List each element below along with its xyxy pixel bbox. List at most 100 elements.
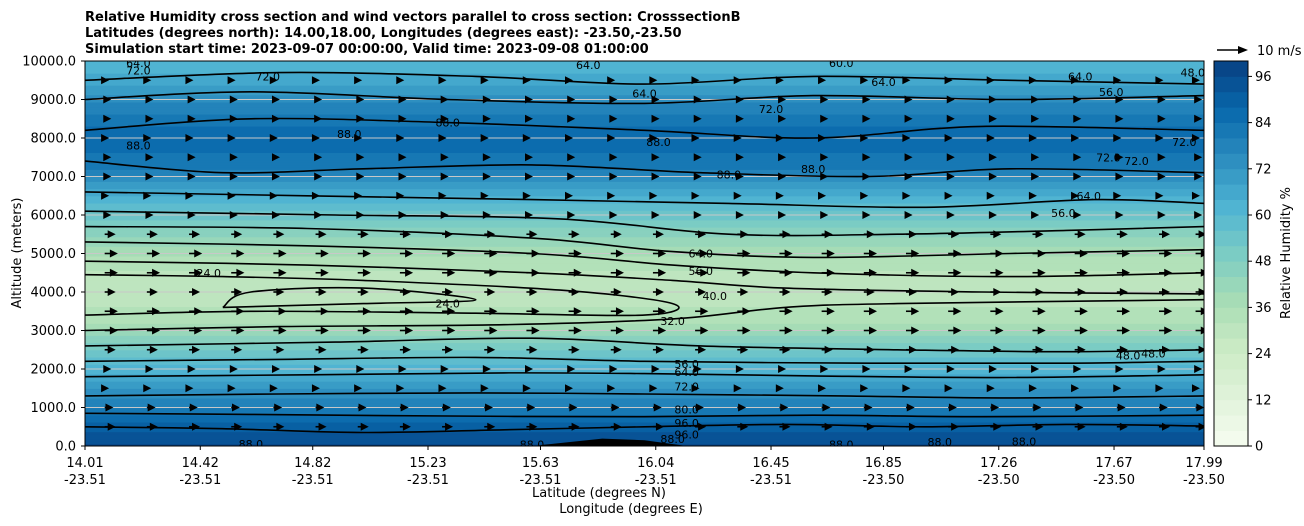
wind-vector-head — [356, 95, 365, 104]
wind-vector — [905, 268, 920, 277]
wind-vector-head — [820, 211, 829, 219]
wind-vector-head — [398, 365, 407, 373]
wind-vector — [271, 153, 280, 162]
rh-fill-band — [85, 140, 1204, 144]
wind-vector-head — [438, 384, 447, 393]
rh-fill-band — [85, 299, 1204, 303]
colorbar-segment — [1214, 292, 1248, 308]
wind-vector-head — [869, 326, 878, 335]
wind-vector — [146, 307, 161, 316]
rh-fill-band — [85, 159, 1204, 163]
wind-vector-head — [698, 345, 707, 354]
x-tick-label-latitude: 15.23 — [409, 456, 446, 471]
rh-fill-band — [85, 328, 1204, 332]
wind-vector — [1116, 326, 1131, 335]
wind-vector — [1155, 191, 1164, 200]
wind-vector-head — [862, 211, 871, 219]
contour-label: 96.0 — [674, 417, 699, 430]
wind-vector — [946, 153, 955, 162]
wind-vector-head — [1157, 211, 1166, 219]
wind-vector — [564, 76, 573, 85]
wind-vector-head — [274, 403, 283, 412]
colorbar-tick-label: 84 — [1255, 116, 1272, 131]
wind-vector — [480, 191, 489, 200]
wind-vector-head — [480, 76, 489, 85]
wind-vector — [1074, 326, 1088, 335]
terrain-shape — [532, 438, 687, 446]
wind-vector-head — [402, 230, 411, 239]
wind-vector-head — [693, 365, 702, 373]
wind-vector — [227, 191, 236, 200]
wind-vector — [1031, 153, 1040, 162]
contour-label: 88.0 — [337, 128, 362, 141]
colorbar-segment — [1214, 76, 1248, 93]
wind-vector-head — [271, 365, 280, 373]
wind-vector — [818, 191, 827, 200]
wind-vector — [905, 288, 917, 296]
wind-vector — [568, 288, 580, 296]
rh-fill-band — [85, 63, 1204, 67]
rh-fill-band — [85, 133, 1204, 137]
wind-vector-head — [1194, 114, 1203, 123]
rh-fill-band — [85, 388, 1204, 392]
wind-vector — [821, 422, 833, 431]
contour-line-32 — [85, 273, 680, 317]
wind-vector — [104, 403, 114, 412]
x-tick-label-latitude: 17.99 — [1185, 456, 1222, 471]
contour-label: 88.0 — [126, 140, 151, 153]
wind-vector-head — [951, 422, 960, 431]
wind-vector — [314, 172, 323, 181]
wind-vector — [863, 307, 878, 316]
wind-vector-head — [860, 384, 869, 393]
wind-vector-head — [1037, 326, 1046, 335]
wind-vector-head — [571, 422, 580, 431]
wind-vector-head — [567, 95, 576, 104]
wind-vector-head — [742, 326, 751, 335]
wind-vector-head — [775, 191, 784, 200]
wind-vector-head — [902, 384, 911, 393]
wind-vector — [1116, 403, 1126, 412]
wind-vector-head — [824, 345, 833, 354]
wind-vector — [231, 422, 243, 431]
wind-vector-head — [609, 172, 618, 181]
wind-vector — [652, 345, 664, 354]
wind-vector — [189, 230, 201, 239]
wind-vector — [1115, 153, 1124, 162]
rh-fill-band — [85, 121, 1204, 125]
wind-vector-head — [482, 172, 491, 181]
wind-vector — [568, 345, 580, 354]
colorbar-tick-label: 12 — [1255, 393, 1272, 408]
wind-vector-head — [480, 134, 489, 142]
rh-fill-band — [85, 258, 1204, 262]
wind-vector — [902, 384, 911, 393]
wind-vector-head — [1164, 307, 1173, 316]
wind-vector-head — [1200, 307, 1204, 316]
wind-vector-head — [784, 249, 793, 258]
wind-vector — [904, 365, 913, 373]
wind-vector — [568, 249, 582, 258]
wind-vector — [737, 268, 751, 277]
contour-label: 88.0 — [646, 136, 671, 149]
wind-vector-head — [1031, 95, 1040, 104]
wind-vector — [609, 114, 618, 123]
rh-fill-band — [85, 316, 1204, 320]
wind-vector — [396, 134, 405, 142]
wind-vector — [398, 365, 407, 373]
wind-vector — [610, 422, 622, 431]
wind-vector — [1113, 134, 1122, 142]
wind-vector-head — [908, 230, 917, 239]
wind-vector — [862, 95, 871, 104]
wind-vector — [357, 345, 369, 354]
wind-vector — [607, 76, 616, 85]
wind-vector-head — [986, 134, 995, 142]
wind-vector-head — [447, 249, 456, 258]
colorbar-segment — [1214, 276, 1248, 293]
rh-fill-band — [85, 282, 1204, 286]
rh-fill-band — [85, 421, 1204, 425]
rh-fill-band — [85, 424, 1204, 428]
wind-vector — [1116, 230, 1128, 239]
wind-vector-head — [613, 345, 622, 354]
wind-vector — [1116, 288, 1128, 296]
wind-vector-head — [944, 76, 953, 85]
